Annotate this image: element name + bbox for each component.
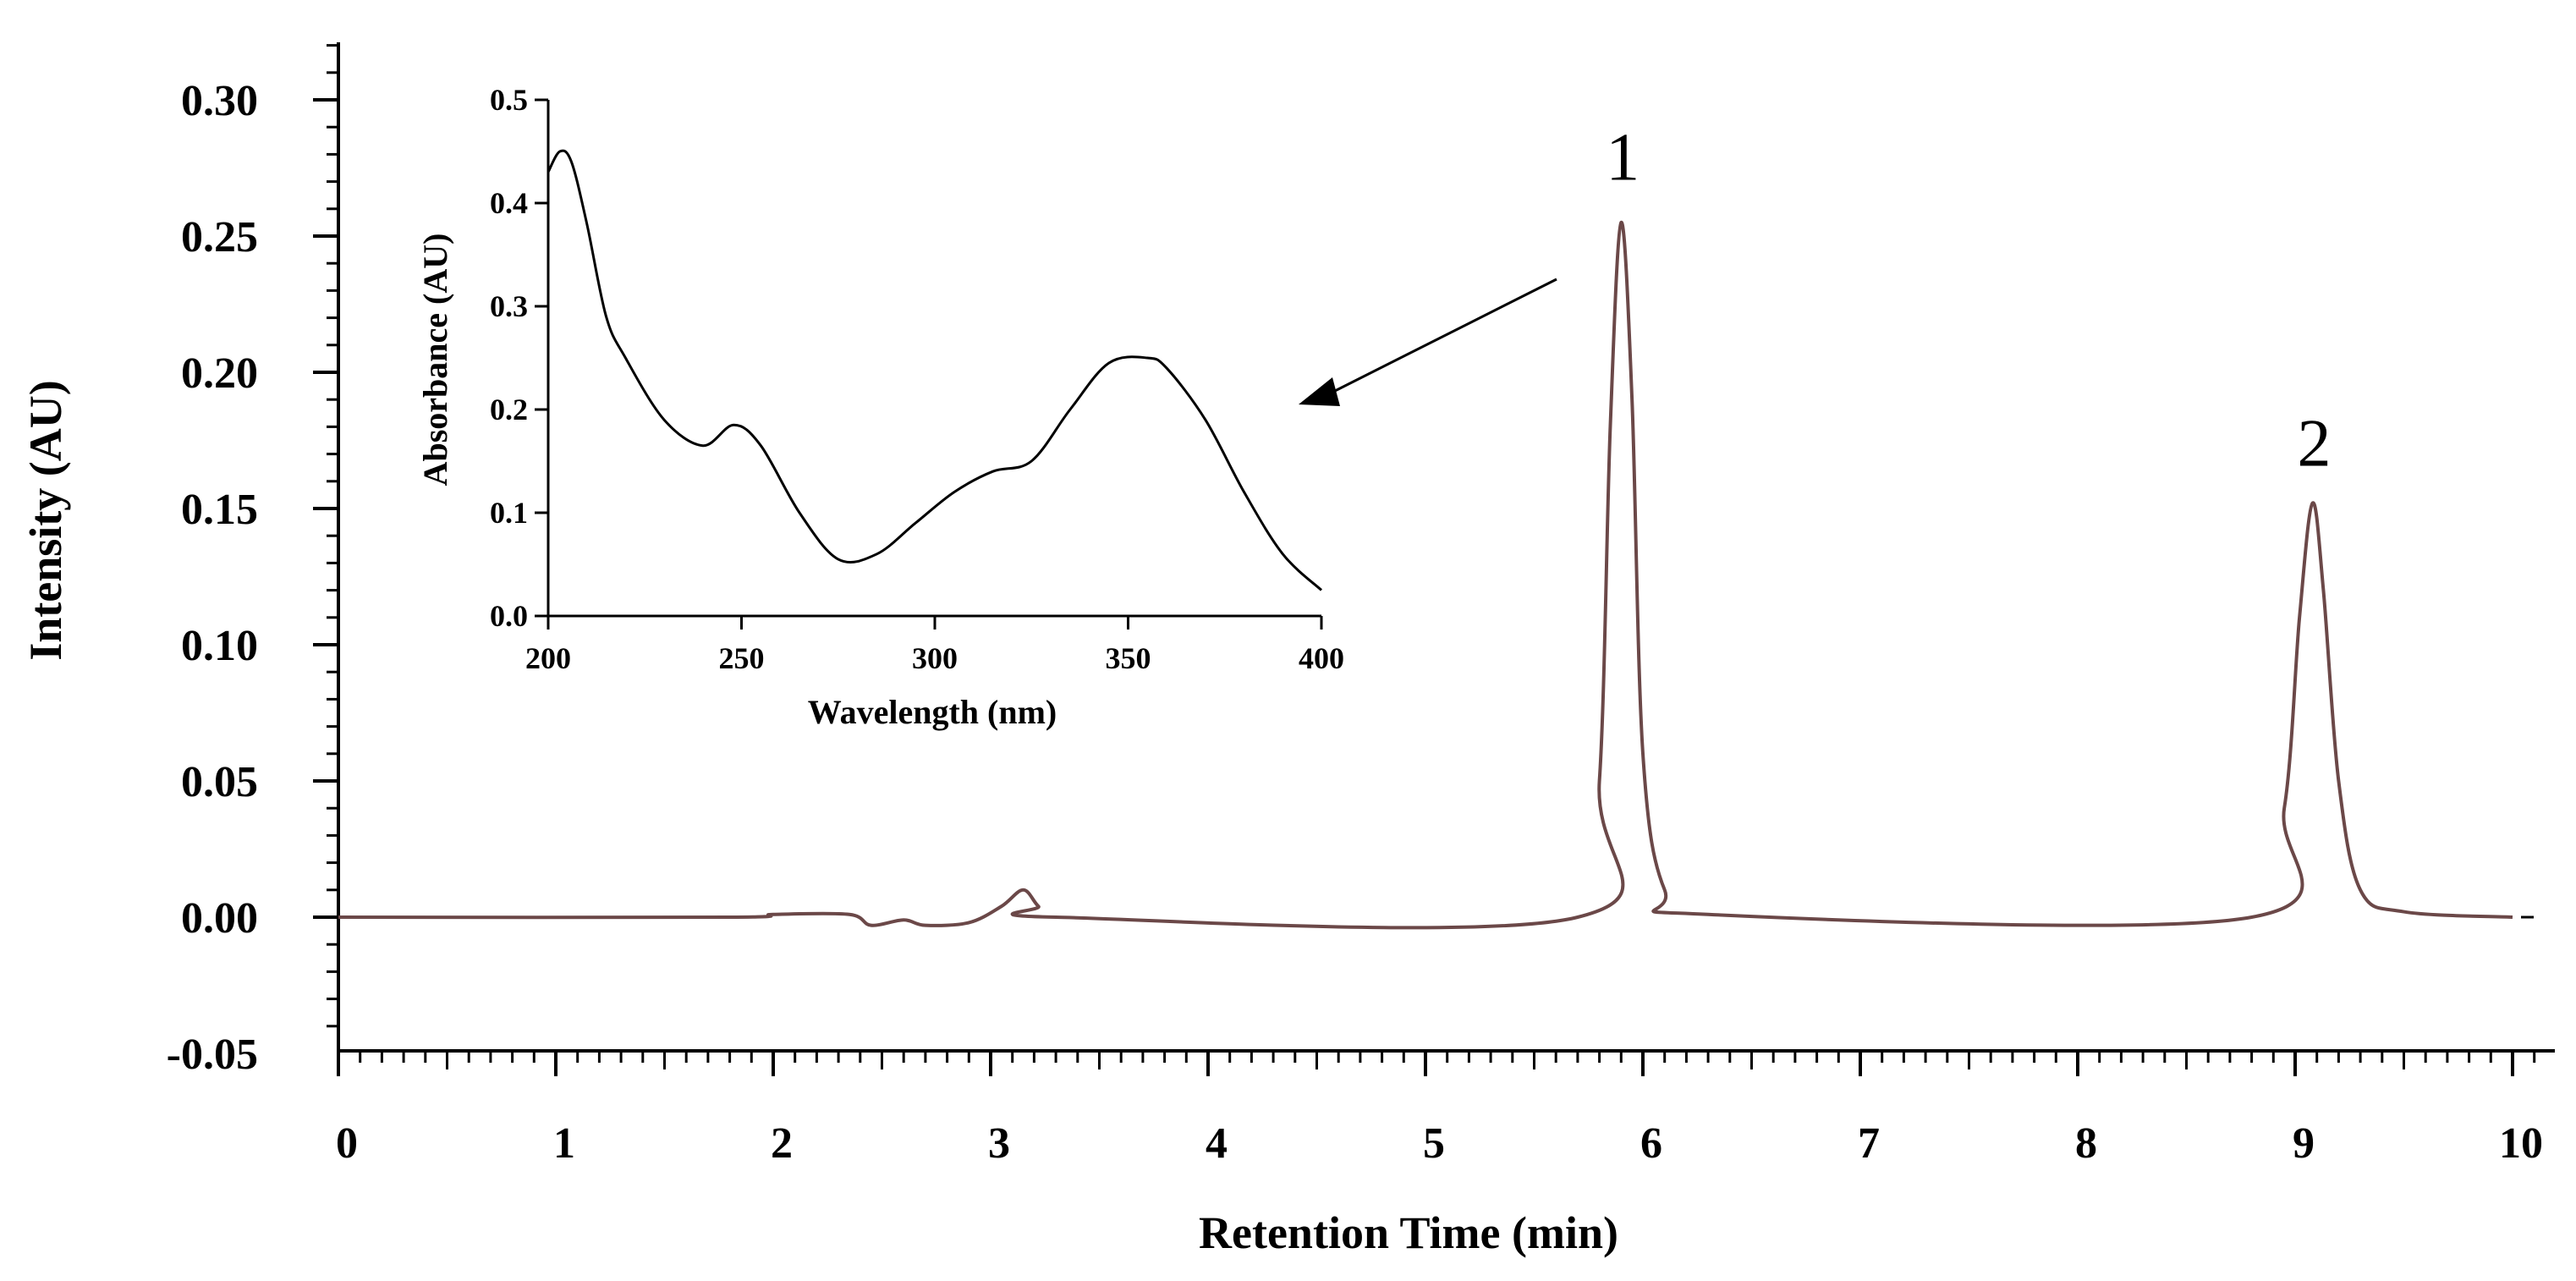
main-chart: 0 1 2 3 4 5 6 7 8 9 100.300.250.200.150.100.050.00… (167, 42, 2555, 1168)
pointer-arrow-line (1334, 278, 1557, 393)
y-tick-label: 0.30 (181, 77, 258, 125)
pointer-arrowhead (1299, 377, 1340, 406)
x-tick-label: 7 (1858, 1119, 1880, 1168)
inset-y-tick-label: 0.1 (490, 496, 528, 530)
y-tick-label: 0.15 (181, 486, 258, 534)
y-tick-label: 0.10 (181, 622, 258, 670)
inset-x-tick-label: 250 (719, 641, 765, 675)
y-tick-label: -0.05 (167, 1031, 258, 1079)
series-line-intensity (338, 220, 2513, 930)
y-tick-label: 0.05 (181, 758, 258, 806)
inset-x-axis-title: Wavelength (nm) (808, 693, 1057, 731)
x-tick-label: 4 (1206, 1119, 1228, 1168)
x-axis-title: Retention Time (min) (1199, 1207, 1618, 1258)
inset-y-tick-label: 0.4 (490, 186, 528, 220)
x-tick-label: 2 (771, 1119, 793, 1168)
inset-y-axis-title: Absorbance (AU) (416, 234, 454, 487)
inset-y-tick-label: 0.2 (490, 393, 528, 426)
x-tick-label: 0 (336, 1119, 358, 1168)
x-tick-label: 5 (1423, 1119, 1445, 1168)
inset-y-tick-label: 0.3 (490, 289, 528, 323)
inset-y-tick-label: 0.5 (490, 83, 528, 117)
x-tick-label: 10 (2499, 1119, 2543, 1168)
peak-label-2: 2 (2298, 407, 2332, 481)
x-tick-label: 8 (2075, 1119, 2097, 1168)
y-tick-label: 0.25 (181, 213, 258, 261)
x-tick-label: 1 (553, 1119, 575, 1168)
y-tick-label: 0.00 (181, 894, 258, 943)
inset-x-tick-label: 400 (1299, 641, 1344, 675)
inset-x-tick-label: 300 (912, 641, 958, 675)
y-axis-title: Intensity (AU) (20, 380, 71, 661)
x-tick-label: 6 (1640, 1119, 1662, 1168)
inset-y-tick-label: 0.0 (490, 599, 528, 633)
y-tick-label: 0.20 (181, 349, 258, 398)
peak-label-1: 1 (1606, 120, 1640, 195)
inset-x-tick-label: 200 (525, 641, 571, 675)
inset-series-line-absorbance (547, 149, 1323, 591)
x-tick-label: 9 (2293, 1119, 2315, 1168)
inset-x-tick-label: 350 (1106, 641, 1151, 675)
x-tick-label: 3 (988, 1119, 1010, 1168)
inset-chart: 200 250 300 350 400 0.5 0.4 0.3 0.2 0.1 0.0 (490, 83, 1344, 675)
